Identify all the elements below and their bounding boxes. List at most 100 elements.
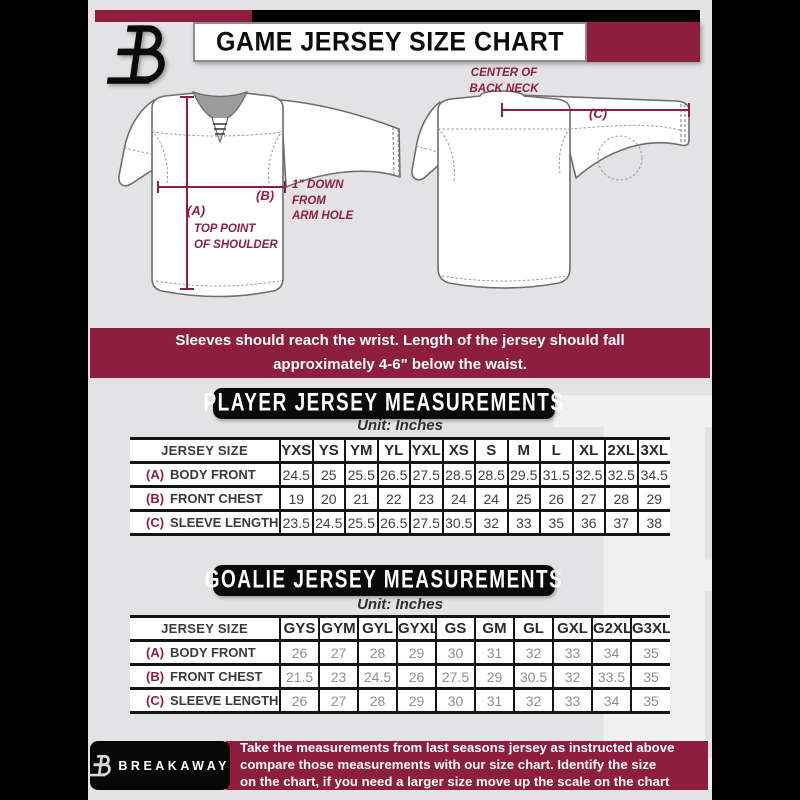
measurement-value: 26 [279,639,320,666]
size-column-header: GS [435,615,476,642]
size-column-header: YL [376,437,411,464]
measure-name: SLEEVE LENGTH [170,693,279,708]
measurement-value: 32 [552,663,593,690]
measurement-value: 27 [318,639,359,666]
measurement-value: 25 [311,461,346,488]
collar [191,90,249,121]
breakaway-logo-icon [106,20,168,88]
title-maroon-accent [587,22,700,62]
watermark-b-letter: B [528,330,712,800]
measurement-value: 28 [357,687,398,714]
size-column-header: GYXL [396,615,437,642]
fit-note-banner: Sleeves should reach the wrist. Length o… [90,328,710,378]
measurement-value: 36 [571,509,606,536]
measurement-value: 32 [474,509,509,536]
measurement-value: 28.5 [441,461,476,488]
measurement-value: 30.5 [441,509,476,536]
measurement-value: 30.5 [513,663,554,690]
measurement-value: 35 [630,663,670,690]
measure-key: (C) [146,693,165,708]
measurement-value: 34 [591,639,632,666]
measurement-value: 33 [552,687,593,714]
point-b-key: (B) [256,188,275,203]
measurement-value: 25 [506,485,541,512]
content-area: B GAME JERSEY SIZE CHART [88,0,712,800]
size-column-header: YXS [279,437,314,464]
measurement-value: 37 [604,509,639,536]
back-left-sleeve [411,101,441,181]
measurement-value: 27.5 [409,461,444,488]
goalie-unit-label: Unit: Inches [357,596,443,613]
footer-brand-block: BREAKAWAY [90,741,230,790]
measurement-value: 28 [357,639,398,666]
jersey-size-header: JERSEY SIZE [130,615,281,642]
measurement-value: 26.5 [376,509,411,536]
measurement-value: 24.5 [357,663,398,690]
size-column-header: L [539,437,574,464]
point-a-label: TOP POINT OF SHOULDER [194,223,278,251]
measurement-value: 24 [474,485,509,512]
measurement-value: 24.5 [279,461,314,488]
measurement-value: 20 [311,485,346,512]
measure-key: (B) [146,491,165,506]
measure-key: (A) [146,645,165,660]
measurement-value: 23 [318,663,359,690]
size-column-header: YS [311,437,346,464]
point-b-label: 1" DOWN FROM ARM HOLE [292,179,354,223]
table-header-row: JERSEY SIZE YXS YS YM YL YXL XS S M L XL 2XL 3XL [130,437,670,464]
measurement-value: 31 [474,639,515,666]
table-row: (A) BODY FRONT 24.5 25 25.5 26.5 27.5 28.5 28.5 2… [130,461,670,488]
header-maroon-stripe [95,10,252,22]
measure-line-c [501,103,690,117]
measure-line-a [180,96,194,290]
measurement-value: 30 [435,687,476,714]
measurement-value: 23.5 [279,509,314,536]
measurement-value: 27.5 [409,509,444,536]
measurement-value: 19 [279,485,314,512]
row-label: (B) FRONT CHEST [130,485,281,512]
measurement-value: 21 [344,485,379,512]
size-column-header: M [506,437,541,464]
measurement-value: 33.5 [591,663,632,690]
measurement-value: 29 [396,639,437,666]
measurement-value: 27.5 [435,663,476,690]
measurement-value: 29.5 [506,461,541,488]
size-column-header: G2XL [591,615,632,642]
row-label: (C) SLEEVE LENGTH [130,509,281,536]
measurement-value: 29 [636,485,670,512]
measurement-value: 32 [513,687,554,714]
measurement-value: 35 [539,509,574,536]
measurement-value: 27 [318,687,359,714]
measure-name: FRONT CHEST [170,491,263,506]
measurement-value: 27 [571,485,606,512]
measurement-value: 33 [506,509,541,536]
point-a-key: (A) [187,203,206,218]
measure-name: BODY FRONT [170,645,256,660]
measurement-value: 32.5 [571,461,606,488]
breakaway-footer-logo-icon [90,754,111,777]
size-column-header: GL [513,615,554,642]
size-column-header: 2XL [604,437,639,464]
measure-line-b [157,181,286,193]
size-column-header: GXL [552,615,593,642]
measurement-value: 25.5 [344,509,379,536]
measurement-value: 26 [539,485,574,512]
table-row: (C) SLEEVE LENGTH 26 27 28 29 30 31 32 33 34 35 [130,687,670,714]
measure-name: FRONT CHEST [170,669,263,684]
measure-key: (C) [146,515,165,530]
measurement-value: 34.5 [636,461,670,488]
front-jersey-diagram [118,90,401,298]
measurement-value: 21.5 [279,663,320,690]
player-unit-label: Unit: Inches [357,417,443,434]
table-row: (B) FRONT CHEST 19 20 21 22 23 24 24 25 26 27 28 29 [130,485,670,512]
size-column-header: YXL [409,437,444,464]
size-column-header: GM [474,615,515,642]
page-title-text: GAME JERSEY SIZE CHART [215,26,565,57]
measurement-value: 26 [279,687,320,714]
row-label: (C) SLEEVE LENGTH [130,687,281,714]
front-left-sleeve [118,99,155,187]
jersey-size-header: JERSEY SIZE [130,437,281,464]
measure-key: (A) [146,467,165,482]
collar-laces [213,123,227,135]
measurement-value: 24.5 [311,509,346,536]
